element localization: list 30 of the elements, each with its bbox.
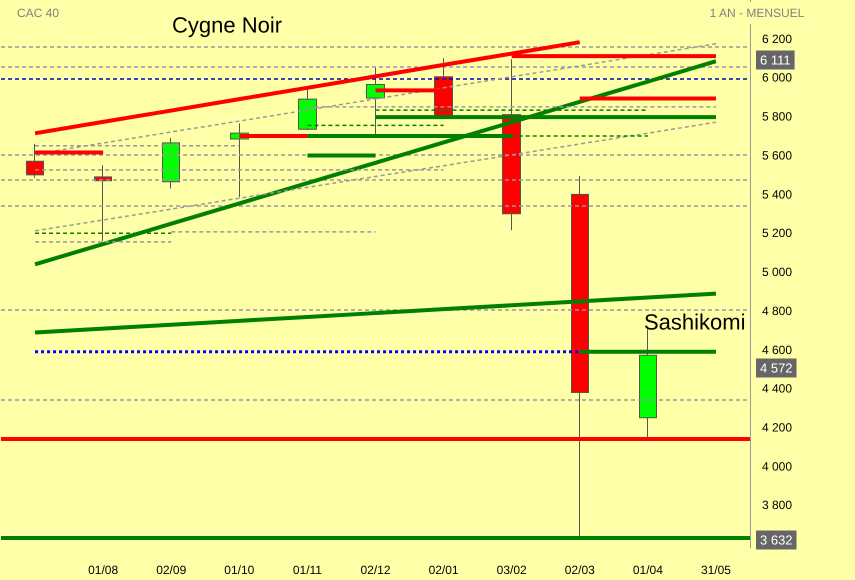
- x-tick-label: 02/09: [156, 563, 187, 577]
- x-tick-label: 01/11: [292, 563, 322, 577]
- y-tick-label: 4 800: [762, 304, 792, 318]
- text: 3 632: [760, 532, 793, 548]
- annotation: Sashikomi: [644, 310, 746, 334]
- text: CAC 40: [17, 6, 60, 20]
- x-tick-label: 02/01: [428, 563, 459, 577]
- y-tick-label: 6 200: [762, 32, 792, 46]
- x-tick-label: 01/08: [88, 563, 118, 577]
- x-tick-label: 31/05: [700, 563, 732, 577]
- x-tick-label: 02/12: [360, 563, 391, 577]
- y-tick-label: 4 000: [762, 459, 792, 474]
- x-tick-label: 01/04: [632, 563, 664, 577]
- y-tick-label: 6 000: [762, 70, 792, 85]
- x-tick-label: 01/10: [224, 563, 255, 577]
- y-tick-label: 5 600: [762, 148, 792, 162]
- y-tick-label: 3 800: [762, 498, 792, 512]
- y-tick-label: 5 400: [762, 187, 792, 202]
- y-tick-label: 4 400: [762, 382, 792, 396]
- x-tick-label: 02/03: [564, 563, 596, 577]
- y-tick-label: 4 600: [762, 342, 792, 357]
- text: 1 AN - MENSUEL: [710, 6, 805, 20]
- text: 4 572: [760, 360, 793, 376]
- y-tick-label: 4 200: [762, 420, 792, 435]
- text: 6 111: [760, 52, 791, 68]
- x-tick-label: 03/02: [496, 563, 528, 577]
- y-tick-label: 5 000: [762, 265, 792, 280]
- y-tick-label: 5 800: [762, 110, 792, 124]
- y-tick-label: 5 200: [762, 226, 792, 240]
- annotation: Cygne Noir: [172, 12, 282, 38]
